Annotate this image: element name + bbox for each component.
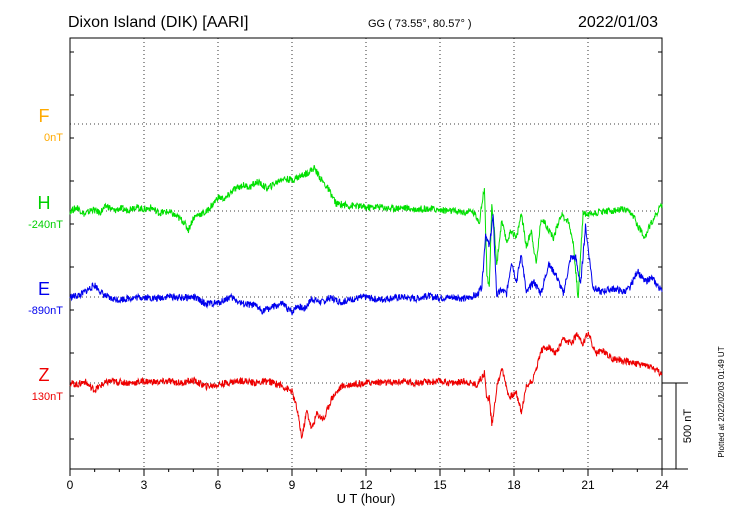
component-label-h: H — [38, 193, 51, 213]
x-tick-label: 18 — [507, 478, 521, 492]
station-title: Dixon Island (DIK) [AARI] — [68, 14, 249, 31]
scale-bar-label: 500 nT — [682, 409, 694, 444]
x-tick-label: 3 — [141, 478, 148, 492]
x-axis-label: U T (hour) — [337, 491, 396, 506]
x-tick-label: 9 — [289, 478, 296, 492]
component-baseline-z: 130nT — [32, 391, 63, 403]
x-tick-label: 15 — [433, 478, 447, 492]
component-baseline-h: -240nT — [28, 219, 63, 231]
series-line-h — [69, 164, 663, 298]
component-label-f: F — [39, 106, 50, 126]
x-tick-label: 0 — [67, 478, 74, 492]
series-line-e — [69, 214, 663, 316]
x-tick-label: 6 — [215, 478, 222, 492]
component-label-z: Z — [39, 365, 50, 385]
geographic-coordinates: GG ( 73.55°, 80.57° ) — [368, 18, 472, 30]
component-baseline-e: -890nT — [28, 305, 63, 317]
plot-date: 2022/01/03 — [578, 14, 659, 31]
x-tick-label: 24 — [655, 478, 669, 492]
series-line-z — [69, 331, 663, 439]
x-tick-label: 12 — [359, 478, 373, 492]
component-baseline-f: 0nT — [44, 132, 63, 144]
x-tick-label: 21 — [581, 478, 595, 492]
component-label-e: E — [38, 279, 50, 299]
plotted-timestamp: Plotted at 2022/02/03 01:49 UT — [717, 346, 726, 457]
